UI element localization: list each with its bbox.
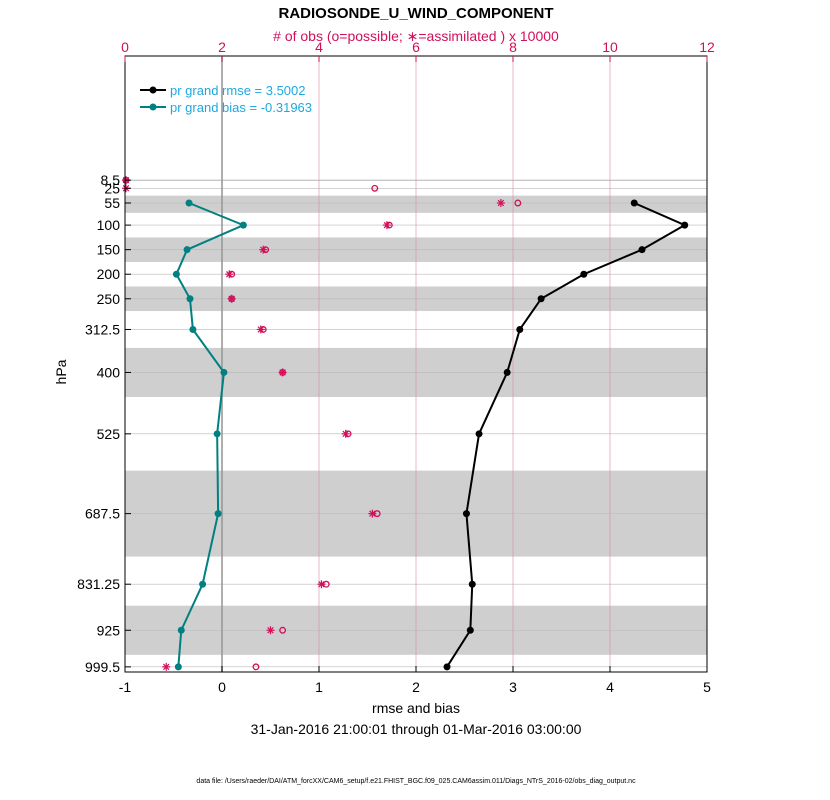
bias-point: [186, 295, 194, 303]
x-tick-label: 2: [412, 679, 420, 695]
obs-assimilated-marker: [278, 368, 287, 377]
bias-point: [189, 325, 197, 333]
rmse-point: [475, 430, 483, 438]
rmse-point: [516, 325, 524, 333]
legend-bias-marker: [149, 103, 157, 111]
x-tick-label: 5: [703, 679, 711, 695]
y-tick-label: 55: [104, 195, 120, 211]
obs-assimilated-marker: [368, 509, 377, 518]
obs-assimilated-marker: [266, 626, 275, 635]
asterisk-stroke: [318, 580, 325, 588]
y-tick-label: 100: [97, 217, 121, 233]
y-tick-label: 25: [104, 180, 120, 196]
asterisk-stroke: [228, 295, 235, 302]
asterisk-stroke: [383, 221, 391, 229]
asterisk-stroke: [226, 270, 233, 278]
chart-title: RADIOSONDE_U_WIND_COMPONENT: [278, 5, 553, 22]
bias-point: [214, 510, 222, 518]
obs-assimilated-marker: [225, 270, 234, 279]
y-tick-label: 312.5: [85, 321, 120, 337]
asterisk-stroke: [260, 246, 267, 253]
bias-point: [199, 580, 207, 588]
asterisk-stroke: [267, 627, 274, 634]
bias-point: [174, 663, 182, 671]
rmse-point: [466, 626, 474, 634]
y-tick-label: 831.25: [77, 576, 120, 592]
top-tick-label: 8: [509, 39, 517, 55]
x-tick-label: -1: [119, 679, 132, 695]
bias-point: [239, 221, 247, 229]
y-tick-label: 925: [97, 622, 121, 638]
obs-assimilated-marker: [341, 429, 350, 438]
obs-possible-marker: [252, 663, 260, 671]
rmse-point: [503, 368, 511, 376]
obs-assimilated-marker: [317, 580, 326, 589]
obs-assimilated-marker: [382, 221, 391, 230]
asterisk-stroke: [163, 663, 170, 671]
bias-point: [220, 368, 228, 376]
rmse-point: [681, 221, 689, 229]
rmse-line: [446, 202, 687, 668]
obs-assimilated-marker: [227, 294, 236, 303]
top-tick-label: 0: [121, 39, 129, 55]
obs-assimilated-marker: [259, 245, 268, 254]
legend-rmse-marker: [149, 86, 157, 94]
obs-assimilated-marker: [256, 325, 265, 334]
top-tick-label: 2: [218, 39, 226, 55]
x-axis-label: rmse and bias: [372, 700, 460, 716]
asterisk-stroke: [342, 430, 349, 438]
top-axis-ticks: 0 2 4 6 8 10 12: [121, 39, 715, 62]
bias-point: [172, 270, 180, 278]
rmse-point: [537, 295, 545, 303]
y-tick-label: 525: [97, 426, 121, 442]
asterisk-stroke: [279, 369, 286, 376]
x-tick-label: 3: [509, 679, 517, 695]
date-range-label: 31-Jan-2016 21:00:01 through 01-Mar-2016…: [251, 721, 582, 737]
asterisk-stroke: [257, 326, 265, 333]
y-tick-label: 150: [97, 242, 121, 258]
y-tick-label: 200: [97, 266, 121, 282]
legend-rmse-label: pr grand rmse = 3.5002: [170, 83, 306, 98]
top-axis-label: # of obs (o=possible; ∗=assimilated ) x …: [273, 28, 559, 44]
y-tick-label: 250: [97, 291, 121, 307]
legend: pr grand rmse = 3.5002 pr grand bias = -…: [140, 83, 312, 115]
rmse-point: [443, 663, 451, 671]
rmse-point: [630, 199, 638, 207]
obs-possible-marker: [371, 184, 379, 192]
obs-possible-marker: [279, 626, 287, 634]
rmse-point: [580, 270, 588, 278]
x-axis-ticks: -1 0 1 2 3 4 5: [119, 666, 711, 695]
bias-point: [185, 199, 193, 207]
legend-bias-label: pr grand bias = -0.31963: [170, 100, 312, 115]
asterisk-stroke: [369, 510, 376, 517]
bias-point: [177, 626, 185, 634]
bias-point: [213, 430, 221, 438]
rmse-point: [638, 246, 646, 254]
rmse-point: [462, 510, 470, 518]
y-tick-label: 687.5: [85, 506, 120, 522]
top-tick-label: 12: [699, 39, 715, 55]
y-tick-label: 400: [97, 364, 121, 380]
obs-assimilated-marker: [162, 662, 171, 671]
y-axis-label: hPa: [53, 359, 69, 384]
top-tick-label: 4: [315, 39, 323, 55]
top-tick-label: 6: [412, 39, 420, 55]
rmse-point: [468, 580, 476, 588]
bias-line: [175, 202, 246, 667]
series-lines: [172, 199, 689, 671]
footnote: data file: /Users/raeder/DAI/ATM_forcXX/…: [196, 778, 636, 785]
obs-possible-marker: [514, 199, 522, 207]
obs-assimilated-marker: [496, 199, 505, 208]
top-tick-label: 10: [602, 39, 618, 55]
obs-count-markers: [121, 176, 522, 671]
y-tick-label: 8.5: [101, 172, 121, 188]
x-tick-label: 4: [606, 679, 614, 695]
bias-point: [183, 246, 191, 254]
asterisk-stroke: [497, 199, 505, 207]
y-tick-label: 999.5: [85, 659, 120, 675]
x-tick-label: 0: [218, 679, 226, 695]
x-tick-label: 1: [315, 679, 323, 695]
